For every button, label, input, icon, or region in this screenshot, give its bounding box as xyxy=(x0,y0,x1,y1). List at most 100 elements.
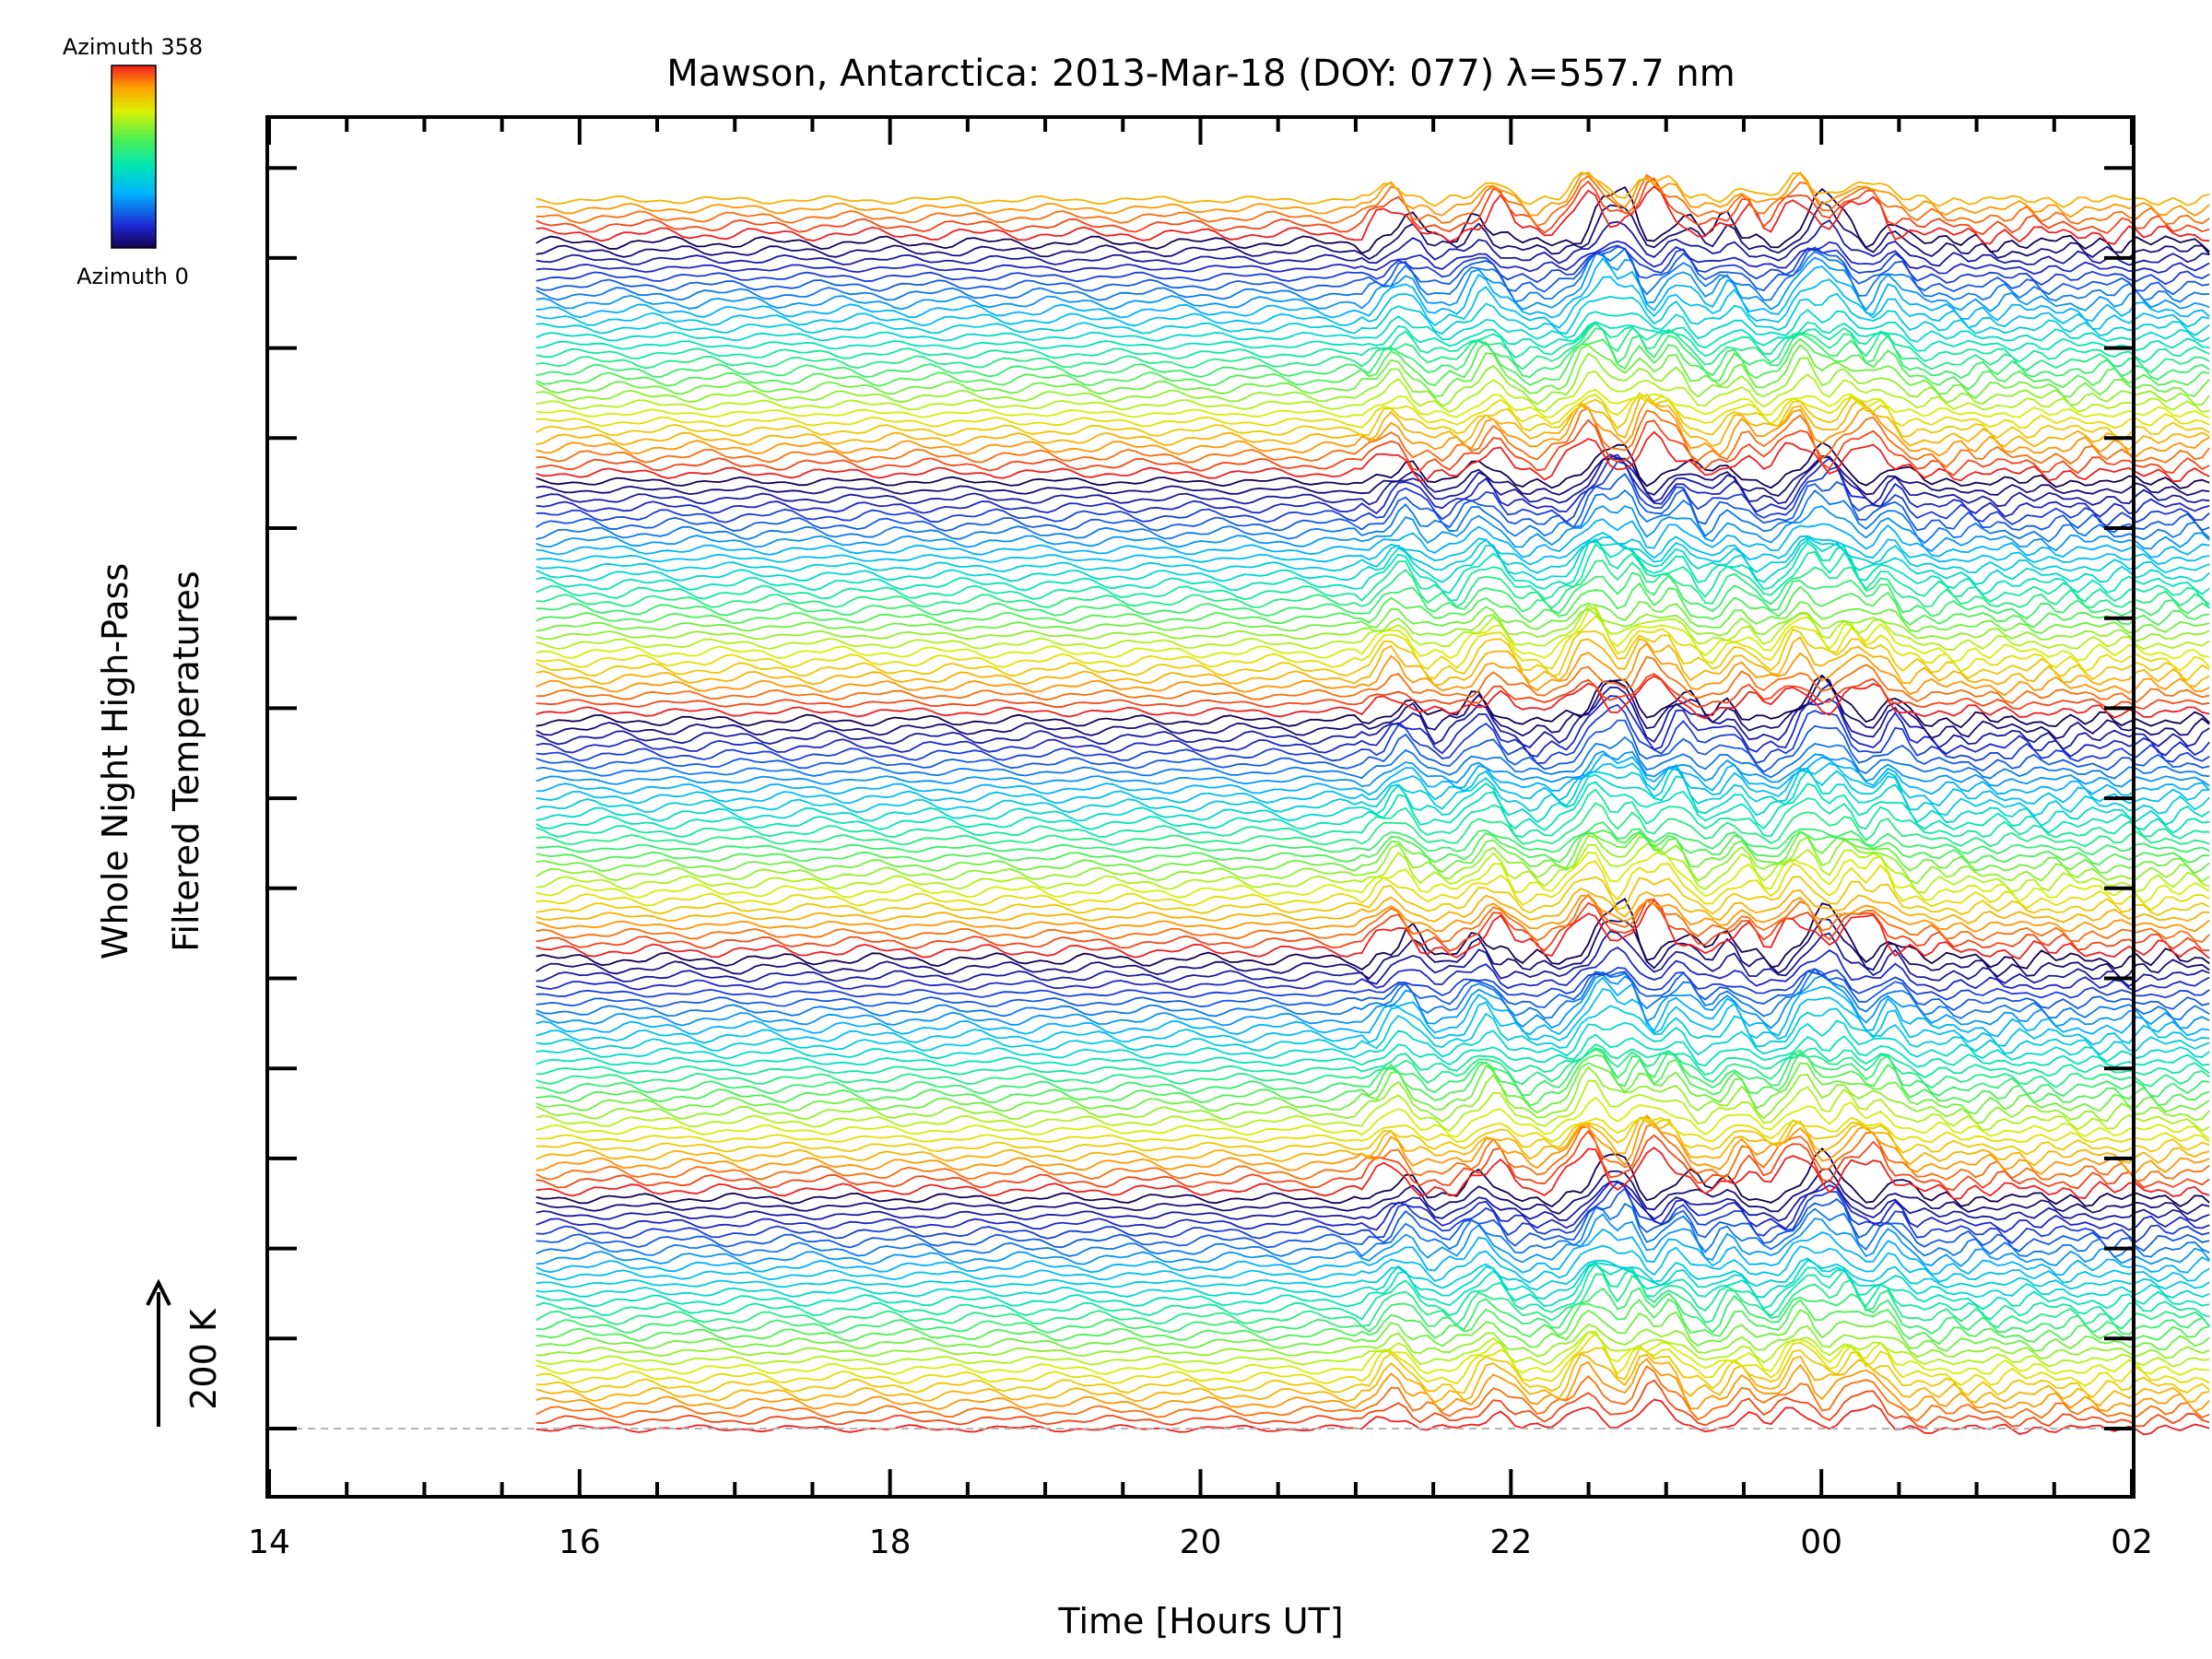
trace-line xyxy=(535,453,2210,518)
trace-line xyxy=(535,352,2210,407)
trace-line xyxy=(535,898,2210,952)
trace-line xyxy=(535,418,2210,477)
trace-line xyxy=(535,763,2210,817)
scale-bar-label: 200 K xyxy=(183,1308,224,1410)
scale-arrow-head xyxy=(146,1278,171,1306)
trace-line xyxy=(535,1213,2210,1267)
trace-line xyxy=(535,398,2210,458)
trace-line xyxy=(535,1123,2210,1182)
x-tick-label: 18 xyxy=(869,1524,912,1561)
trace-line xyxy=(535,830,2210,875)
trace-line xyxy=(535,559,2210,610)
trace-line xyxy=(535,171,2210,208)
trace-line xyxy=(535,860,2210,912)
trace-line xyxy=(535,488,2210,545)
trace-line xyxy=(535,641,2210,697)
trace-line xyxy=(535,1298,2210,1346)
trace-line xyxy=(535,1096,2210,1139)
trace-line xyxy=(535,1168,2210,1216)
trace-line xyxy=(535,1062,2210,1115)
trace-line xyxy=(535,987,2210,1047)
trace-line xyxy=(535,1116,2210,1167)
trace-line xyxy=(535,930,2210,988)
trace-line xyxy=(535,674,2210,729)
trace-line xyxy=(535,821,2210,856)
trace-line xyxy=(535,257,2210,323)
trace-line xyxy=(535,309,2210,343)
trace-line xyxy=(535,753,2210,796)
trace-line xyxy=(535,185,2210,245)
trace-line xyxy=(535,1117,2210,1156)
trace-line xyxy=(535,171,2210,218)
trace-line xyxy=(535,430,2210,483)
trace-line xyxy=(535,186,2210,254)
x-tick-label: 02 xyxy=(2111,1524,2153,1561)
trace-line xyxy=(535,976,2210,1038)
trace-line xyxy=(535,1259,2210,1300)
trace-line xyxy=(535,505,2210,552)
trace-line xyxy=(535,673,2210,711)
colorbar-bottom-label: Azimuth 0 xyxy=(76,264,189,289)
trace-line xyxy=(535,276,2210,330)
trace-line xyxy=(535,703,2210,765)
trace-line xyxy=(535,604,2210,651)
trace-line xyxy=(535,788,2210,840)
trace-line xyxy=(535,321,2210,374)
trace-line xyxy=(535,1309,2210,1353)
trace-line xyxy=(535,636,2210,688)
trace-line xyxy=(535,1079,2210,1133)
trace-line xyxy=(535,675,2210,740)
trace-line xyxy=(535,1202,2210,1258)
trace-line xyxy=(535,1358,2210,1413)
trace-line xyxy=(535,245,2210,296)
trace-line xyxy=(535,735,2210,780)
trace-line xyxy=(535,388,2210,419)
trace-line xyxy=(535,894,2210,934)
trace-line xyxy=(535,218,2210,267)
x-tick-label: 22 xyxy=(1489,1524,1532,1561)
trace-line xyxy=(535,1129,2210,1192)
trace-line xyxy=(535,343,2210,400)
trace-line xyxy=(535,1048,2210,1098)
y-axis-label-line1: Whole Night High-Pass xyxy=(95,563,135,959)
trace-line xyxy=(535,247,2210,303)
trace-line xyxy=(535,1180,2210,1233)
trace-line xyxy=(535,655,2210,704)
trace-line xyxy=(535,371,2210,414)
trace-line xyxy=(535,607,2210,642)
trace-line xyxy=(535,1005,2210,1056)
trace-line xyxy=(535,946,2210,993)
trace-line xyxy=(535,177,2210,236)
trace-line xyxy=(535,1379,2210,1430)
trace-line xyxy=(535,441,2210,489)
trace-line xyxy=(535,769,2210,828)
trace-line xyxy=(535,321,2210,352)
trace-line xyxy=(535,454,2210,497)
trace-line xyxy=(535,830,2210,865)
trace-line xyxy=(535,543,2210,606)
trace-line xyxy=(535,1116,2210,1144)
trace-line xyxy=(535,968,2210,1021)
trace-line xyxy=(535,518,2210,559)
trace-line xyxy=(535,537,2210,596)
trace-line xyxy=(535,781,2210,834)
x-tick-label: 14 xyxy=(248,1524,290,1561)
trace-line xyxy=(535,1287,2210,1335)
trace-line xyxy=(535,453,2210,508)
trace-line xyxy=(535,606,2210,663)
trace-line xyxy=(535,683,2210,750)
trace-line xyxy=(535,1365,2210,1422)
trace-line xyxy=(535,842,2210,894)
trace-line xyxy=(535,893,2210,943)
x-tick-label: 20 xyxy=(1180,1524,1222,1561)
trace-line xyxy=(535,538,2210,585)
trace-line xyxy=(535,532,2210,566)
trace-line xyxy=(535,571,2210,620)
trace-line xyxy=(535,1262,2210,1322)
y-axis-label-line2: Filtered Temperatures xyxy=(166,571,206,951)
trace-line xyxy=(535,472,2210,534)
trace-line xyxy=(535,1113,2210,1175)
trace-group xyxy=(535,171,2210,1436)
trace-line xyxy=(535,1065,2210,1124)
